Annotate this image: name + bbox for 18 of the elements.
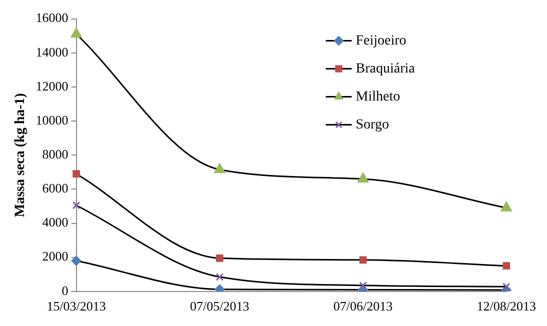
y-tick-label: 8000 [42, 146, 68, 162]
y-tick-label: 0 [62, 282, 68, 298]
x-tick-label: 15/03/2013 [46, 298, 106, 314]
y-axis-title: Massa seca (kg ha-1) [13, 92, 28, 218]
x-tick-label: 07/06/2013 [333, 298, 393, 314]
y-tick-label: 4000 [42, 214, 68, 230]
y-tick-label: 12000 [36, 78, 68, 94]
x-tick-label: 12/08/2013 [476, 298, 536, 314]
y-tick-label: 10000 [36, 112, 68, 128]
x-tick-label: 07/05/2013 [190, 298, 250, 314]
legend-label: Sorgo [356, 117, 389, 132]
y-tick-label: 6000 [42, 180, 68, 196]
legend-label: Braquiária [356, 61, 416, 76]
legend-label: Milheto [356, 89, 400, 104]
legend-label: Feijoeiro [356, 33, 406, 48]
y-tick-label: 2000 [42, 248, 68, 264]
y-tick-label: 16000 [36, 10, 68, 26]
y-tick-label: 14000 [36, 44, 68, 60]
